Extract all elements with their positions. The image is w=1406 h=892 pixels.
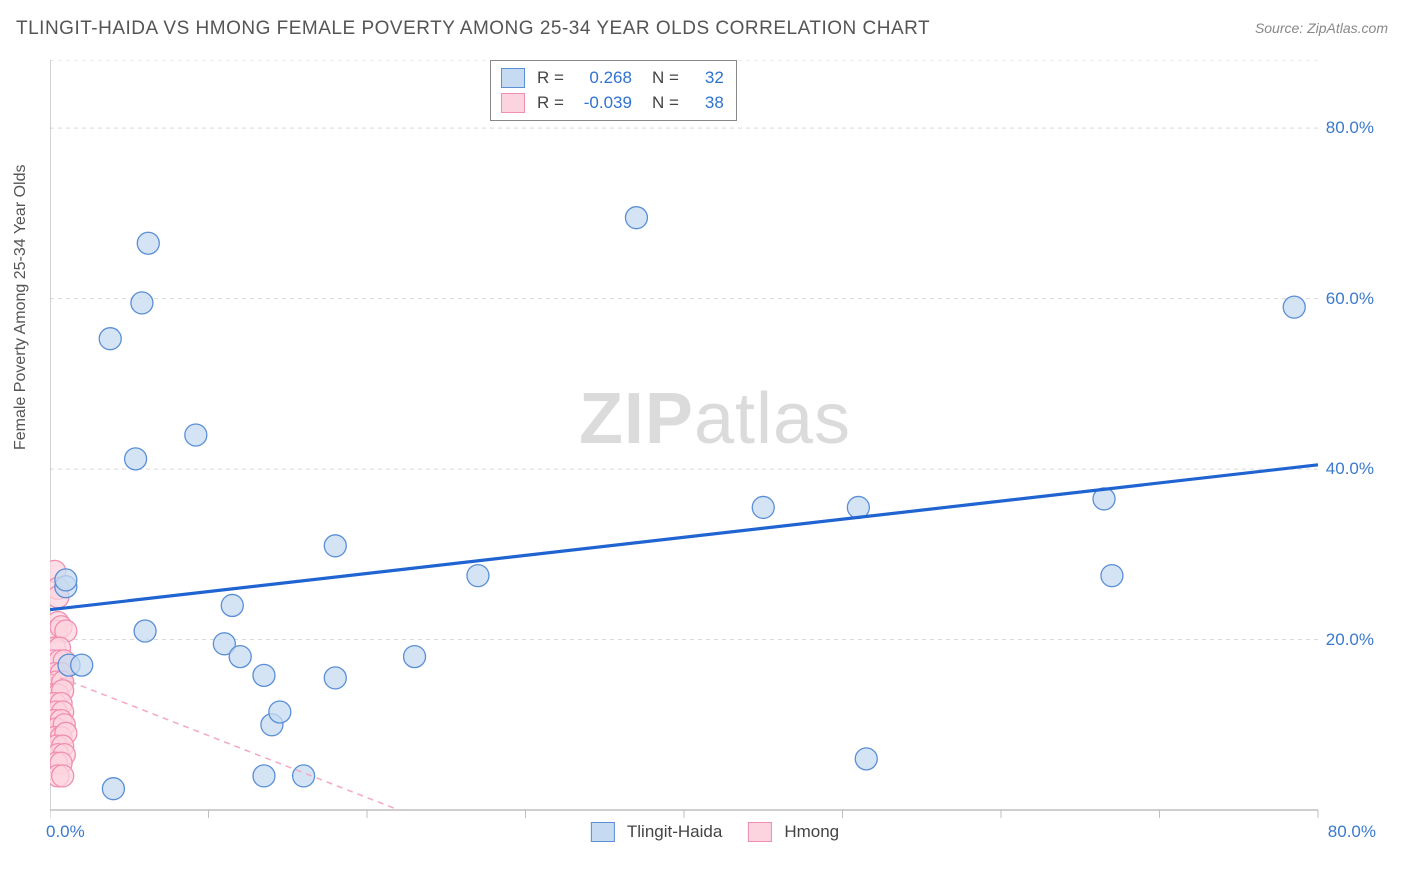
legend-label-1: Tlingit-Haida (627, 822, 722, 842)
y-axis-label: Female Poverty Among 25-34 Year Olds (12, 165, 30, 451)
source-attribution: Source: ZipAtlas.com (1255, 20, 1388, 36)
x-tick-80: 80.0% (1328, 822, 1376, 842)
x-tick-0: 0.0% (46, 822, 85, 842)
y-tick-40: 40.0% (1326, 459, 1374, 479)
stat-n-value-2: 38 (705, 91, 724, 116)
stat-n-label-1: N = (652, 66, 679, 91)
stat-r-label-1: R = (537, 66, 564, 91)
legend-swatch-pink-icon (748, 822, 772, 842)
legend-item-2: Hmong (748, 822, 839, 842)
scatter-plot: ZIPatlas 20.0% 40.0% 60.0% 80.0% 0.0% 80… (50, 60, 1380, 840)
chart-title: TLINGIT-HAIDA VS HMONG FEMALE POVERTY AM… (16, 18, 930, 40)
y-tick-60: 60.0% (1326, 289, 1374, 309)
y-tick-80: 80.0% (1326, 118, 1374, 138)
stat-r-label-2: R = (537, 91, 564, 116)
stat-n-label-2: N = (652, 91, 679, 116)
swatch-blue-icon (501, 68, 525, 88)
y-tick-20: 20.0% (1326, 630, 1374, 650)
stat-row-2: R = -0.039 N = 38 (501, 91, 724, 116)
legend-item-1: Tlingit-Haida (591, 822, 722, 842)
swatch-pink-icon (501, 93, 525, 113)
bottom-legend: Tlingit-Haida Hmong (591, 822, 839, 842)
plot-svg (50, 60, 1380, 840)
legend-label-2: Hmong (784, 822, 839, 842)
correlation-stat-box: R = 0.268 N = 32 R = -0.039 N = 38 (490, 60, 737, 121)
stat-n-value-1: 32 (705, 66, 724, 91)
legend-swatch-blue-icon (591, 822, 615, 842)
stat-r-value-1: 0.268 (572, 66, 632, 91)
stat-r-value-2: -0.039 (572, 91, 632, 116)
stat-row-1: R = 0.268 N = 32 (501, 66, 724, 91)
